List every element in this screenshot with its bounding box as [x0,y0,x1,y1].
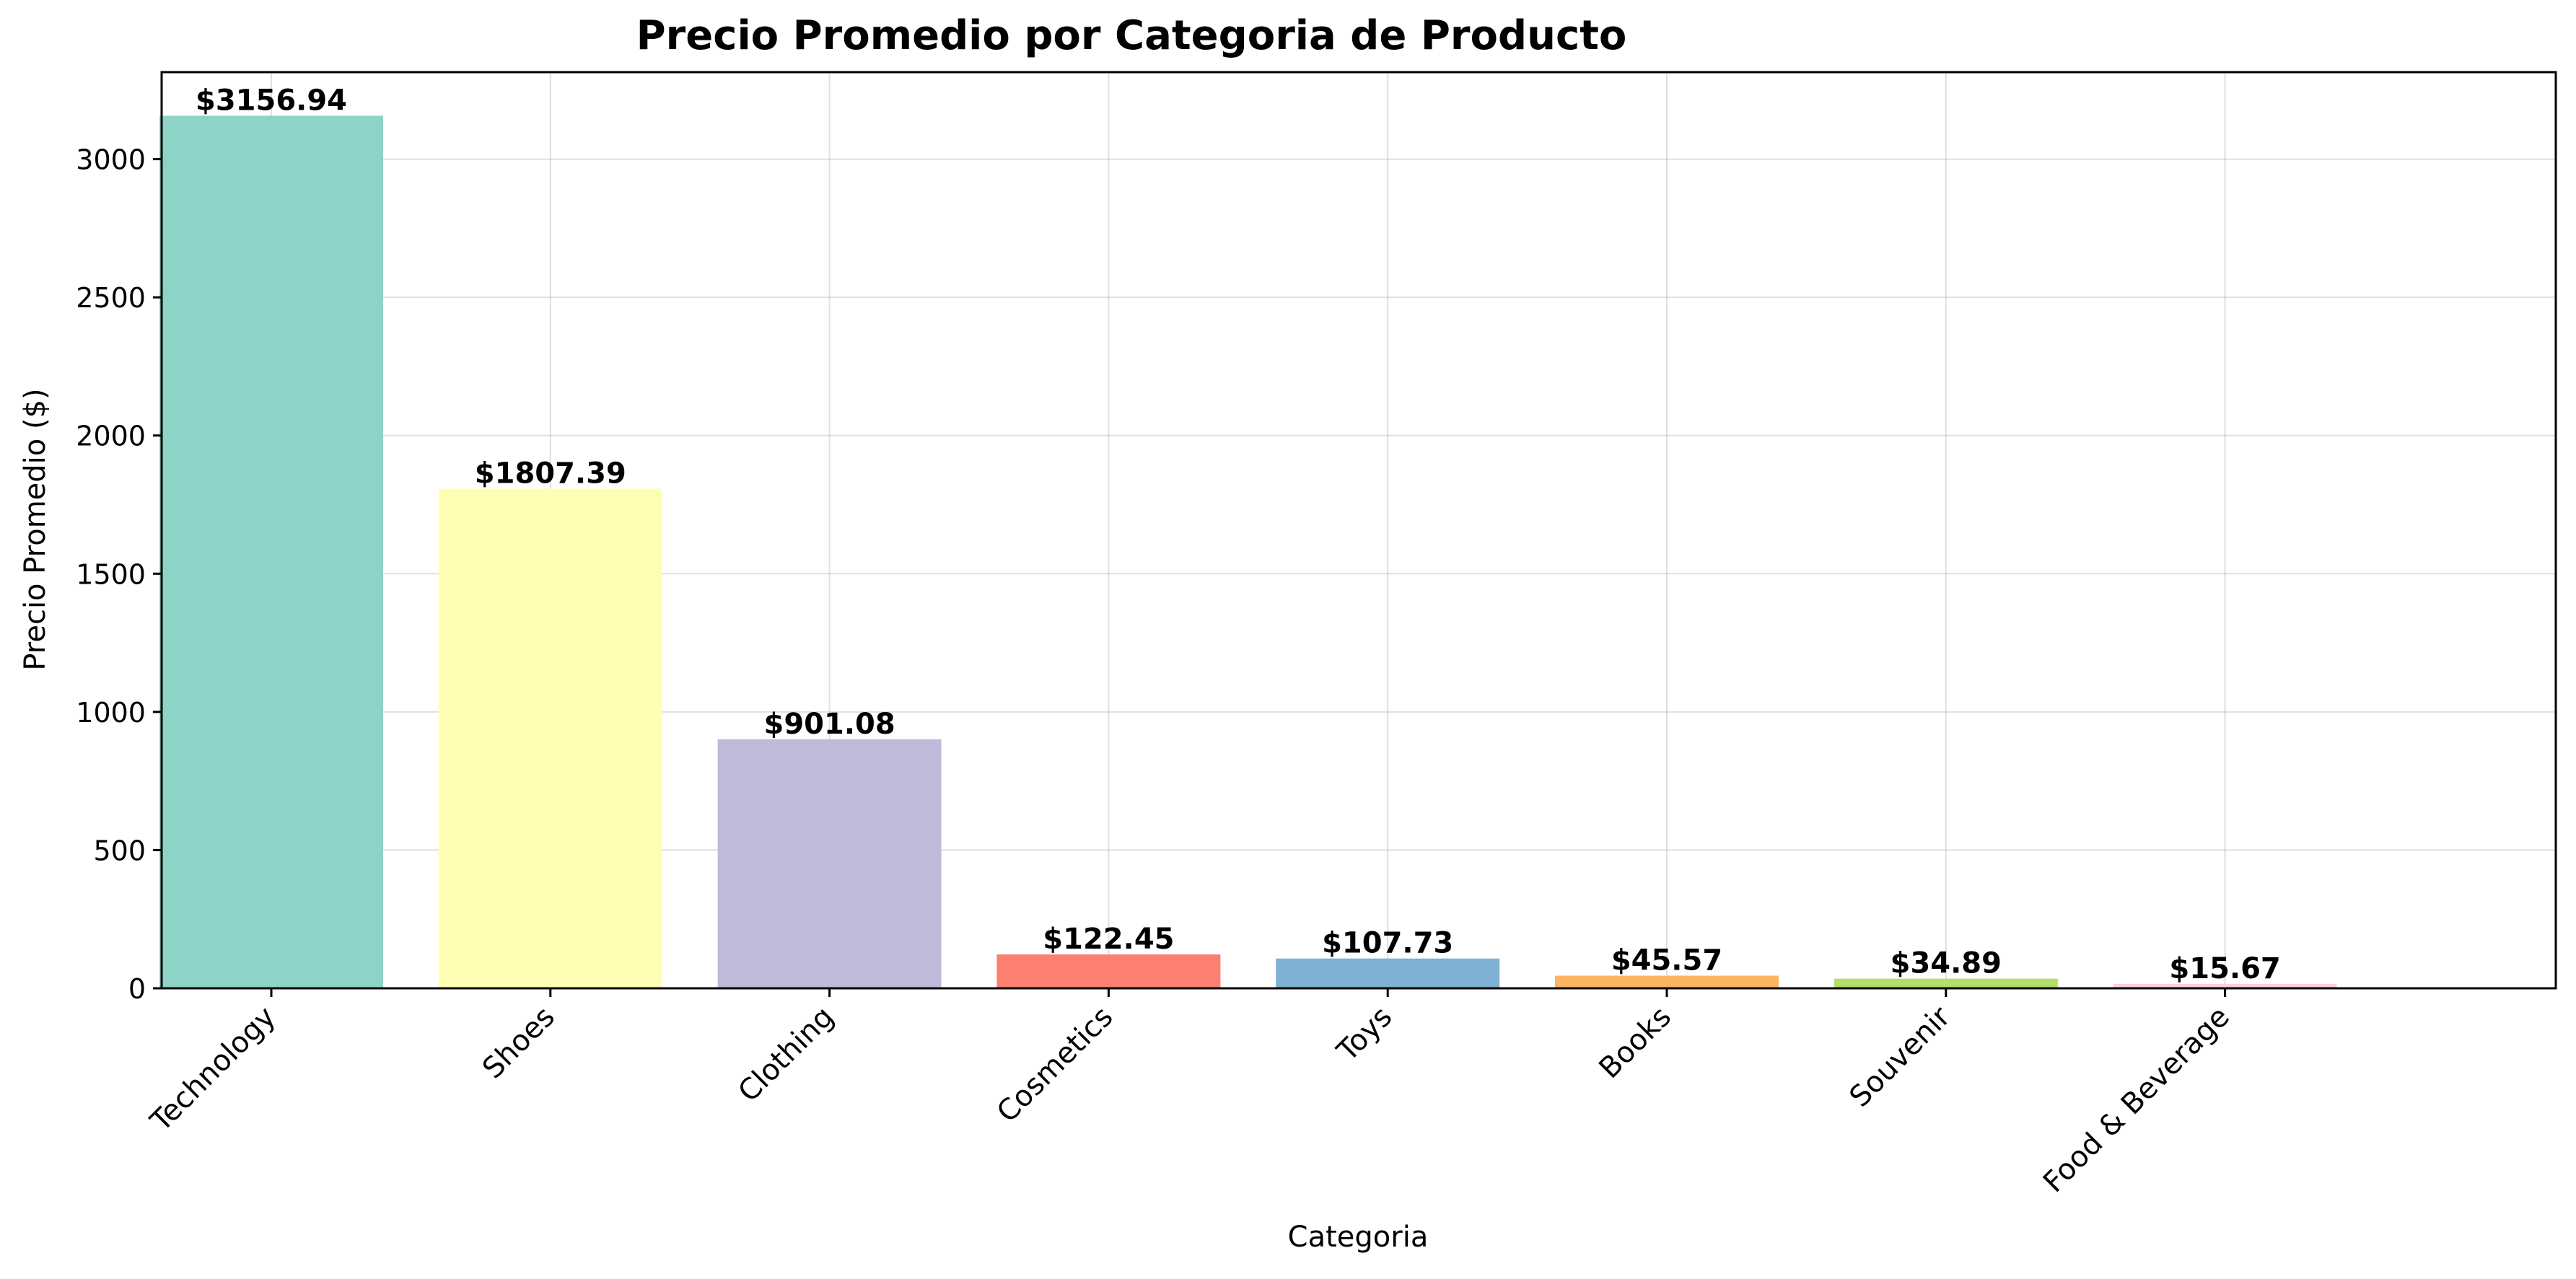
bar-food-beverage [2113,983,2337,988]
x-tick-label: Clothing [732,1001,840,1109]
y-tick-label: 0 [128,973,146,1005]
bar-technology [159,115,383,988]
bar-shoes [438,488,662,988]
x-tick-label: Cosmetics [991,1001,1120,1130]
y-tick-label: 1500 [76,558,146,590]
y-tick-label: 3000 [76,144,146,176]
data-labels: $3156.94 $1807.39 $901.08 $122.45 $107.73 $45… [196,84,2281,985]
data-label: $3156.94 [196,84,347,117]
bar-clothing [717,739,942,988]
chart-title: Precio Promedio por Categoria de Product… [636,12,1627,59]
y-axis: 0 500 1000 1500 2000 2500 3000 [76,144,162,1005]
x-tick-label: Toys [1331,1001,1398,1068]
data-label: $45.57 [1611,944,1722,977]
y-tick-label: 1000 [76,697,146,729]
data-label: $901.08 [764,708,895,741]
bar-cosmetics [996,954,1221,988]
x-tick-label: Books [1593,1001,1678,1086]
x-tick-label: Souvenir [1844,1000,1958,1114]
bar-souvenir [1834,978,2058,988]
bars [159,115,2337,988]
data-label: $1807.39 [475,457,626,491]
data-label: $15.67 [2169,952,2280,985]
bar-toys [1276,958,1500,988]
y-axis-label: Precio Promedio ($) [19,388,52,670]
bar-books [1555,975,1779,988]
data-label: $107.73 [1322,927,1453,960]
x-axis-label: Categoria [1288,1221,1429,1254]
x-tick-label: Shoes [476,1001,561,1086]
data-label: $122.45 [1043,923,1174,956]
y-tick-label: 500 [93,835,146,866]
plot-frame [160,71,2557,990]
x-tick-label: Food & Beverage [2037,1001,2236,1200]
x-tick-label: Technology [144,1001,282,1139]
y-tick-label: 2000 [76,421,146,452]
y-tick-label: 2500 [76,282,146,314]
x-axis: Technology Shoes Clothing Cosmetics Toys Book… [144,988,2236,1200]
data-label: $34.89 [1891,947,2002,980]
